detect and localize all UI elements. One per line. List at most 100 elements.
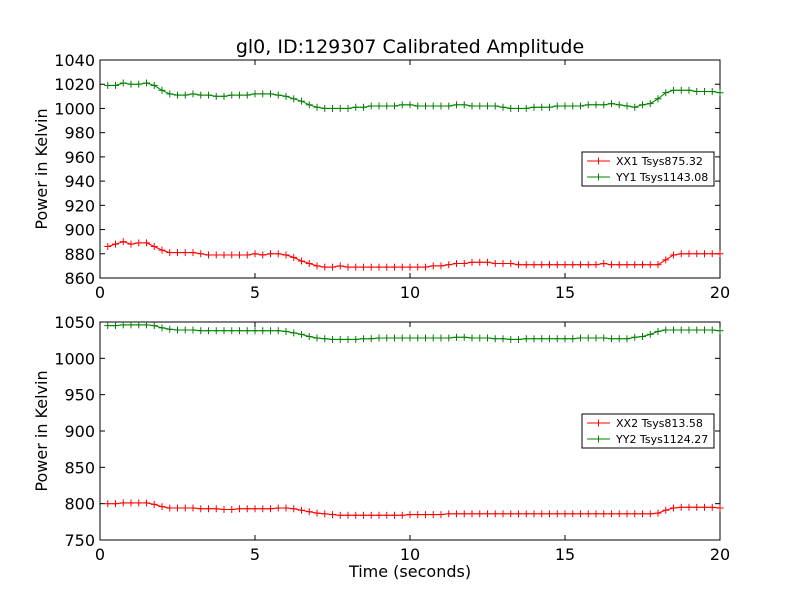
data-point <box>561 261 569 269</box>
data-point <box>329 335 336 343</box>
data-point <box>677 326 685 334</box>
data-point <box>553 335 561 343</box>
data-point <box>429 102 437 110</box>
data-point <box>701 87 708 95</box>
x-tick-label: 20 <box>710 545 730 564</box>
data-point <box>329 104 336 112</box>
data-point <box>553 102 561 110</box>
data-point <box>693 503 701 511</box>
data-point <box>453 259 460 267</box>
data-point <box>181 504 189 512</box>
data-point <box>321 263 329 271</box>
y-tick-label: 1000 <box>54 99 95 118</box>
data-point <box>112 500 119 508</box>
data-point <box>298 257 305 265</box>
data-point <box>398 334 406 342</box>
data-point <box>282 92 290 100</box>
data-point <box>352 103 360 111</box>
data-point <box>189 90 197 98</box>
data-point <box>251 327 259 335</box>
data-point <box>267 250 274 258</box>
data-point <box>468 510 476 518</box>
data-point <box>282 504 290 512</box>
data-point <box>367 511 375 519</box>
data-point <box>437 262 445 270</box>
x-tick-label: 20 <box>710 283 730 302</box>
data-point <box>259 327 267 335</box>
data-point <box>592 334 600 342</box>
data-point <box>236 327 243 335</box>
data-point <box>569 102 577 110</box>
data-point <box>344 511 352 519</box>
data-point <box>166 90 174 98</box>
data-point <box>484 334 491 342</box>
data-point <box>600 334 608 342</box>
data-point <box>460 510 468 518</box>
data-point <box>313 103 321 111</box>
data-point <box>375 511 383 519</box>
data-point <box>305 101 313 109</box>
y-tick-label: 1040 <box>54 51 95 70</box>
data-point <box>220 251 228 259</box>
data-point <box>522 104 530 112</box>
data-point <box>515 261 522 269</box>
data-point <box>336 335 344 343</box>
panel-bottom: 0 5 10 15 20 750 800 850 900 950 1000 1050 Power in … <box>32 313 730 581</box>
data-point <box>577 102 584 110</box>
y-tick-label: 980 <box>64 124 95 143</box>
data-point <box>220 92 228 100</box>
data-point <box>468 334 476 342</box>
data-point <box>197 505 205 513</box>
data-point <box>693 250 701 258</box>
data-point <box>600 510 608 518</box>
data-point <box>119 321 127 329</box>
legend-label: YY1 Tsys1143.08 <box>615 171 708 184</box>
data-point <box>670 326 677 334</box>
data-point <box>476 510 484 518</box>
data-point <box>228 505 236 513</box>
data-point <box>445 510 453 518</box>
data-point <box>515 510 522 518</box>
y-tick-label: 920 <box>64 196 95 215</box>
legend-box <box>581 151 715 187</box>
data-point <box>143 239 150 247</box>
data-point <box>538 510 546 518</box>
data-point <box>615 101 623 109</box>
data-point <box>360 335 367 343</box>
data-point <box>305 259 313 267</box>
data-point <box>437 102 445 110</box>
data-point <box>677 250 685 258</box>
data-point <box>274 250 282 258</box>
data-point <box>150 322 158 330</box>
data-point <box>181 91 189 99</box>
legend: XX1 Tsys875.32 YY1 Tsys1143.08 <box>581 151 715 187</box>
data-point <box>522 261 530 269</box>
data-point <box>135 321 143 329</box>
data-point <box>631 333 639 341</box>
data-point <box>228 251 236 259</box>
data-point <box>166 249 174 257</box>
data-point <box>127 499 135 507</box>
data-point <box>561 510 569 518</box>
data-point <box>631 103 639 111</box>
data-point <box>646 261 654 269</box>
data-point <box>251 505 259 513</box>
data-point <box>414 334 422 342</box>
data-point <box>143 79 150 87</box>
data-point <box>491 510 499 518</box>
data-point <box>453 510 460 518</box>
data-point <box>181 326 189 334</box>
data-point <box>654 509 662 517</box>
data-point <box>298 506 305 514</box>
y-tick-label: 750 <box>64 531 95 550</box>
data-point <box>290 329 298 337</box>
data-point <box>685 86 693 94</box>
data-point <box>360 511 367 519</box>
data-point <box>267 505 274 513</box>
x-tick-label: 10 <box>400 545 420 564</box>
data-point <box>507 335 515 343</box>
data-point <box>639 101 646 109</box>
data-point <box>654 261 662 269</box>
data-point <box>546 261 553 269</box>
data-point <box>484 258 491 266</box>
